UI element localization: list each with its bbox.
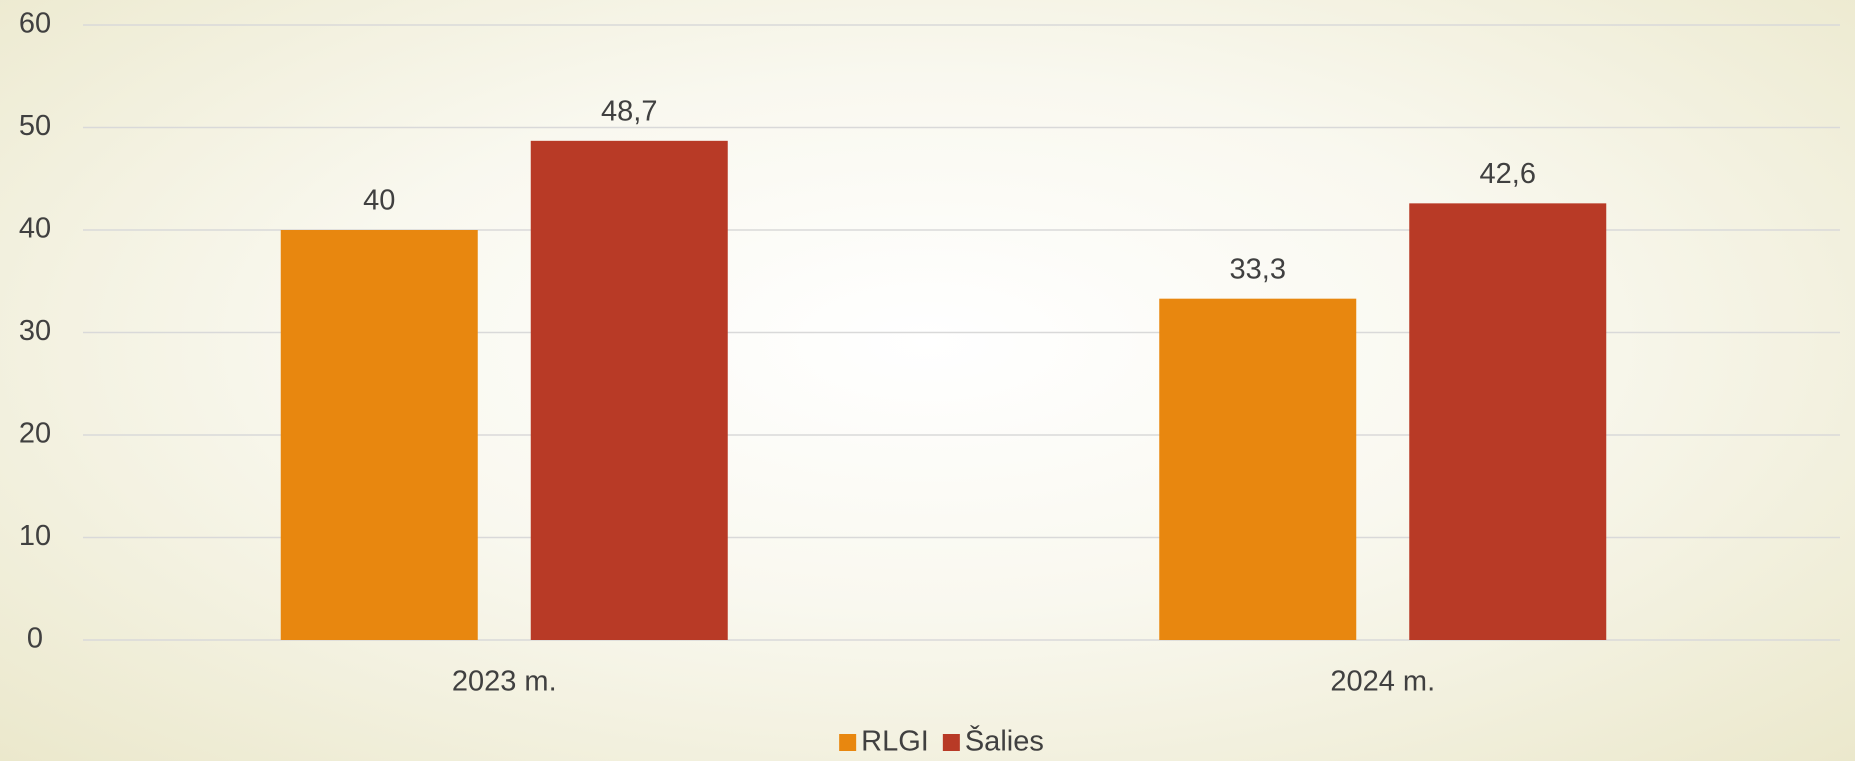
y-tick-label: 20 xyxy=(19,418,51,450)
y-tick-label: 60 xyxy=(19,8,51,40)
value-label: 42,6 xyxy=(1480,158,1536,190)
y-tick-label: 0 xyxy=(27,623,43,655)
y-tick-label: 30 xyxy=(19,315,51,347)
bar xyxy=(530,140,728,640)
value-label: 40 xyxy=(363,185,395,217)
value-label: 33,3 xyxy=(1230,253,1286,285)
y-tick-label: 50 xyxy=(19,110,51,142)
y-tick-label: 40 xyxy=(19,213,51,245)
bar xyxy=(280,230,478,640)
y-tick-label: 10 xyxy=(19,520,51,552)
x-tick-label: 2024 m. xyxy=(1330,666,1435,698)
legend-label: RLGI xyxy=(861,726,929,758)
legend-label: Šalies xyxy=(965,724,1044,758)
legend-swatch xyxy=(942,734,960,751)
x-tick-label: 2023 m. xyxy=(452,666,557,698)
bar xyxy=(1159,298,1357,640)
value-label: 48,7 xyxy=(601,95,657,127)
bar xyxy=(1409,203,1607,640)
legend-swatch xyxy=(839,734,857,751)
